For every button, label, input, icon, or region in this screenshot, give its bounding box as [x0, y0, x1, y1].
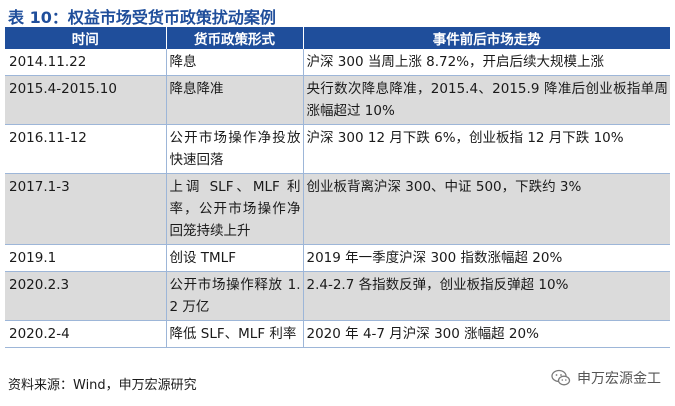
table-row: 2014.11.22 降息 沪深 300 当周上涨 8.72%，开启后续大规模上…: [5, 49, 670, 76]
cell-policy: 创设 TMLF: [165, 244, 303, 272]
header-market: 事件前后市场走势: [302, 27, 670, 49]
table-row: 2020.2-4 降低 SLF、MLF 利率 2020 年 4-7 月沪深 30…: [5, 320, 670, 348]
header-policy: 货币政策形式: [165, 27, 303, 49]
cell-market: 2019 年一季度沪深 300 指数涨幅超 20%: [302, 244, 670, 272]
cell-market: 沪深 300 12 月下跌 6%，创业板指 12 月下跌 10%: [302, 124, 670, 174]
source-note: 资料来源：Wind，申万宏源研究: [8, 378, 197, 393]
cell-time: 2014.11.22: [5, 49, 166, 76]
cell-time: 2020.2-4: [5, 320, 166, 348]
cell-market: 央行数次降息降准，2015.4、2015.9 降准后创业板指单周涨幅超过 10%: [302, 75, 670, 125]
cell-market: 2020 年 4-7 月沪深 300 涨幅超 20%: [302, 320, 670, 348]
cell-policy: 降低 SLF、MLF 利率: [165, 320, 303, 348]
cell-market: 沪深 300 当周上涨 8.72%，开启后续大规模上涨: [302, 49, 670, 76]
cell-policy: 公开市场操作净投放快速回落: [165, 124, 303, 174]
table-title: 表 10：权益市场受货币政策扰动案例: [8, 8, 276, 27]
cell-policy: 上调 SLF、MLF 利率，公开市场操作净回笼持续上升: [165, 173, 303, 245]
cell-market: 创业板背离沪深 300、中证 500，下跌约 3%: [302, 173, 670, 245]
table-row: 2015.4-2015.10 降息降准 央行数次降息降准，2015.4、2015…: [5, 75, 670, 125]
table-row: 2019.1 创设 TMLF 2019 年一季度沪深 300 指数涨幅超 20%: [5, 244, 670, 272]
cell-time: 2016.11-12: [5, 124, 166, 174]
table-header-row: 时间 货币政策形式 事件前后市场走势: [5, 27, 670, 49]
cell-policy: 降息降准: [165, 75, 303, 125]
header-time: 时间: [5, 27, 166, 49]
table-row: 2020.2.3 公开市场操作释放 1.2 万亿 2.4-2.7 各指数反弹，创…: [5, 271, 670, 321]
watermark-label: 申万宏源金工: [577, 371, 661, 387]
cell-policy: 公开市场操作释放 1.2 万亿: [165, 271, 303, 321]
cell-time: 2017.1-3: [5, 173, 166, 245]
cell-market: 2.4-2.7 各指数反弹，创业板指反弹超 10%: [302, 271, 670, 321]
watermark: 申万宏源金工: [551, 368, 661, 388]
table-row: 2016.11-12 公开市场操作净投放快速回落 沪深 300 12 月下跌 6…: [5, 124, 670, 174]
cell-time: 2015.4-2015.10: [5, 75, 166, 125]
table-row: 2017.1-3 上调 SLF、MLF 利率，公开市场操作净回笼持续上升 创业板…: [5, 173, 670, 245]
cell-time: 2019.1: [5, 244, 166, 272]
cell-time: 2020.2.3: [5, 271, 166, 321]
cell-policy: 降息: [165, 49, 303, 76]
wechat-icon: [551, 368, 571, 388]
policy-table: 时间 货币政策形式 事件前后市场走势 2014.11.22 降息 沪深 300 …: [5, 27, 670, 348]
